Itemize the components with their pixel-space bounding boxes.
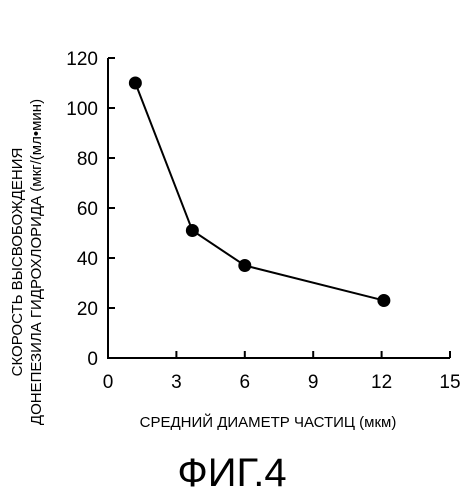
y-axis-title-line-1: СКОРОСТЬ ВЫСВОБОЖДЕНИЯ (9, 148, 26, 377)
x-tick-label-0: 0 (103, 372, 114, 393)
y-tick-label-100: 100 (66, 99, 98, 120)
x-tick-label-12: 12 (371, 372, 392, 393)
data-point-3 (377, 294, 390, 307)
y-tick-label-40: 40 (77, 249, 98, 270)
x-axis: 0 3 6 9 12 15 (103, 351, 461, 393)
x-tick-label-9: 9 (308, 372, 319, 393)
figure-caption: ФИГ.4 (177, 451, 286, 495)
plot-area (129, 77, 391, 308)
x-tick-label-3: 3 (171, 372, 182, 393)
x-tick-label-15: 15 (439, 372, 460, 393)
data-point-0 (129, 77, 142, 90)
y-tick-label-120: 120 (66, 49, 98, 70)
x-axis-title: СРЕДНИЙ ДИАМЕТР ЧАСТИЦ (мкм) (140, 413, 397, 431)
series-line-0 (135, 83, 384, 301)
data-point-1 (186, 224, 199, 237)
y-tick-label-0: 0 (87, 349, 98, 370)
y-tick-label-80: 80 (77, 149, 98, 170)
y-tick-label-60: 60 (77, 199, 98, 220)
y-axis: 0 20 40 60 80 100 120 (66, 49, 115, 370)
x-tick-label-6: 6 (240, 372, 251, 393)
y-axis-title-line-2: ДОНЕПЕЗИЛА ГИДРОХЛОРИДА (мкг/(мл•мин) (28, 99, 45, 425)
data-point-2 (238, 259, 251, 272)
y-tick-label-20: 20 (77, 299, 98, 320)
